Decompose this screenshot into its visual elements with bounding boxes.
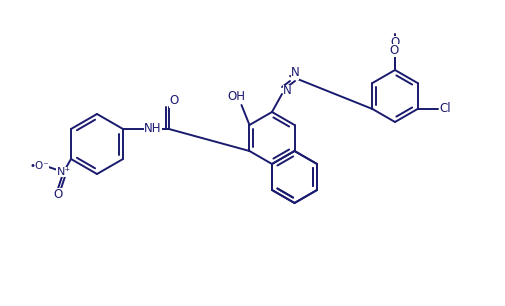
- Text: N⁺: N⁺: [56, 167, 71, 177]
- Text: N: N: [290, 66, 299, 80]
- Text: NH: NH: [144, 122, 162, 136]
- Text: OH: OH: [227, 91, 245, 103]
- Text: N: N: [282, 84, 291, 98]
- Text: O: O: [169, 95, 178, 107]
- Text: •O⁻: •O⁻: [30, 161, 49, 171]
- Text: O: O: [389, 35, 399, 48]
- Text: O: O: [389, 43, 398, 57]
- Text: Cl: Cl: [439, 103, 450, 115]
- Text: O: O: [53, 188, 62, 201]
